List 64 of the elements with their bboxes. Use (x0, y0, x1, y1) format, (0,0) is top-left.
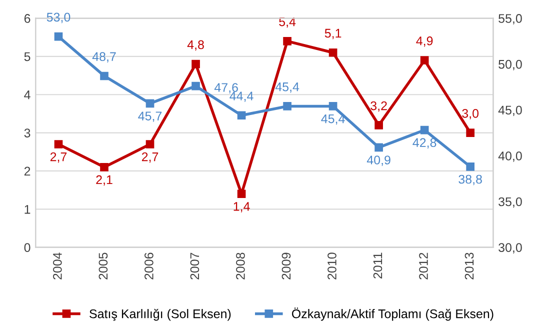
data-label: 45,4 (275, 82, 300, 93)
data-label: 47,6 (214, 83, 238, 94)
x-tick-label: 2009 (282, 252, 291, 280)
point (54, 32, 63, 41)
point (100, 162, 108, 172)
data-label: 38,8 (458, 174, 482, 186)
point (466, 128, 474, 137)
point (420, 126, 429, 134)
legend-label: Satış Karlılığı (Sol Eksen) (90, 308, 231, 321)
point (192, 82, 200, 90)
data-label: 2,7 (50, 152, 67, 163)
point (466, 162, 474, 171)
y2-tick-label: 40,0 (498, 152, 522, 162)
y-tick-label: 2 (24, 166, 30, 176)
x-tick-label: 2004 (53, 252, 62, 280)
x-tick-label: 2007 (190, 252, 200, 280)
point (283, 37, 292, 46)
y-tick-label: 4 (24, 90, 30, 100)
point (146, 140, 154, 148)
y2-tick-label: 55,0 (498, 14, 522, 24)
data-label: 48,7 (92, 52, 116, 62)
point (374, 143, 383, 152)
x-tick-label: 2006 (144, 252, 154, 280)
x-tick-label: 2010 (328, 252, 336, 280)
y2-tick-label: 45,0 (498, 106, 522, 116)
point (328, 48, 338, 57)
y-tick-label: 3 (24, 128, 30, 138)
x-tick-label: 2008 (236, 252, 245, 280)
data-label: 5,1 (324, 28, 342, 40)
point (283, 102, 292, 110)
y-tick-label: 5 (24, 52, 30, 62)
x-tick-label: 2011 (373, 252, 382, 278)
y2-tick-label: 50,0 (498, 60, 522, 70)
y-tick-label: 0 (24, 243, 30, 252)
y-tick-label: 1 (24, 205, 30, 214)
data-label: 4,8 (187, 40, 204, 51)
data-label: 40,9 (366, 156, 390, 166)
point (100, 72, 108, 80)
point (420, 56, 429, 64)
data-label: 44,4 (230, 92, 254, 102)
data-label: 53,0 (46, 12, 70, 24)
data-label: 3,0 (462, 108, 479, 120)
point (146, 99, 154, 108)
data-label: 45,7 (138, 112, 162, 122)
y-tick-label: 6 (24, 14, 30, 23)
data-label: 42,8 (412, 138, 436, 148)
x-tick-label: 2012 (419, 252, 428, 280)
x-tick-label: 2013 (464, 252, 474, 280)
data-label: 2,7 (142, 152, 158, 163)
data-label: 1,4 (234, 202, 250, 212)
data-label: 45,4 (321, 114, 345, 125)
legend-label: Özkaynak/Aktif Toplamı (Sağ Eksen) (292, 308, 494, 321)
data-label: 3,2 (370, 101, 387, 112)
y2-tick-label: 35,0 (498, 197, 522, 208)
x-tick-label: 2005 (98, 252, 108, 280)
point (374, 120, 383, 130)
point (328, 102, 338, 110)
point (192, 60, 200, 68)
data-label: 4,9 (416, 36, 433, 47)
point (237, 111, 246, 120)
data-label: 2,1 (96, 175, 112, 186)
y2-tick-label: 30,0 (498, 243, 522, 254)
point (54, 140, 63, 148)
point (237, 190, 246, 198)
